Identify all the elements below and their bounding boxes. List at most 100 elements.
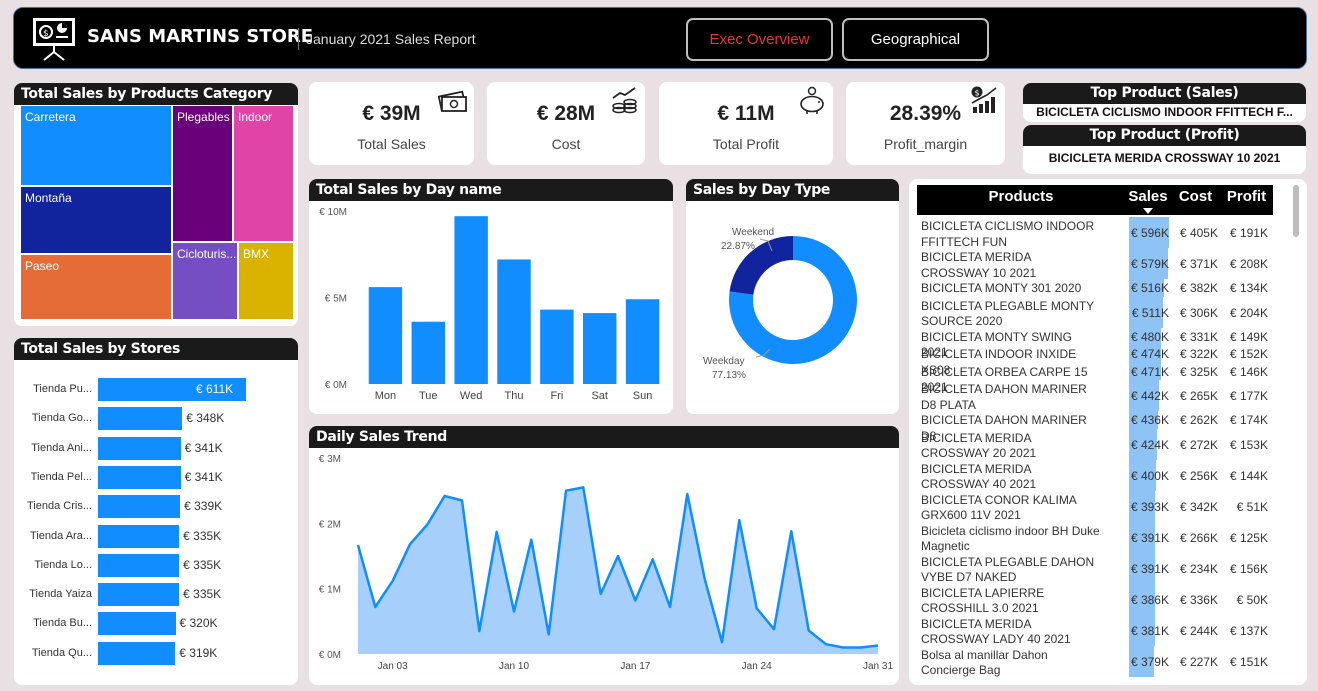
table-row[interactable]: BICICLETA MERIDA CROSSWAY LADY 40 2021 € …	[917, 614, 1273, 646]
donut-slice-weekday[interactable]	[729, 236, 857, 364]
treemap-tile-carretera[interactable]: Carretera	[20, 105, 172, 186]
cell-sales: € 391K	[1130, 561, 1169, 576]
table-row[interactable]: BICICLETA DAHON MARINER D8 PLATA € 442K € …	[917, 380, 1273, 412]
exec-overview-button[interactable]: Exec Overview	[686, 18, 833, 61]
col-header-profit[interactable]: Profit	[1220, 185, 1273, 215]
cell-cost: € 342K	[1179, 499, 1218, 514]
store-label: Tienda Qu...	[31, 646, 92, 659]
day-bar[interactable]	[625, 299, 660, 384]
store-bar[interactable]	[98, 612, 176, 636]
cell-sales: € 474K	[1130, 347, 1169, 361]
day-bar[interactable]	[583, 313, 617, 384]
cell-sales: € 400K	[1130, 468, 1169, 483]
treemap-label: Montaña	[25, 191, 72, 205]
y-tick-label: € 1M	[319, 585, 341, 596]
table-row[interactable]: BICICLETA DAHON MARINER D8 € 436K € 262K € …	[917, 411, 1273, 443]
day-bar[interactable]	[368, 287, 403, 384]
sales-databar	[1129, 362, 1161, 380]
x-tick-label: Tue	[419, 390, 438, 402]
treemap-plot: Carretera Montaña Paseo Plegables Indoor…	[20, 105, 294, 320]
col-header-cost[interactable]: Cost	[1171, 185, 1220, 215]
weekend-name-label: Weekend	[732, 227, 774, 238]
cell-product: BICICLETA DAHON MARINER D8 PLATA	[921, 382, 1087, 412]
stores-title: Total Sales by Stores	[14, 338, 298, 360]
cell-cost: € 325K	[1179, 364, 1218, 379]
cell-profit: € 146K	[1229, 364, 1268, 379]
store-bar[interactable]	[98, 524, 180, 548]
table-row[interactable]: BICICLETA PLEGABLE DAHON VYBE D7 NAKED € …	[917, 552, 1273, 584]
store-bar[interactable]	[98, 378, 246, 401]
table-scrollbar[interactable]	[1293, 185, 1299, 237]
cell-sales: € 379K	[1130, 654, 1169, 669]
treemap-tile-bmx[interactable]: BMX	[238, 242, 294, 320]
donut-slice-weekend[interactable]	[729, 236, 793, 295]
day-chart-title: Total Sales by Day name	[309, 179, 673, 201]
chart-growth-icon: $	[971, 86, 997, 113]
day-bar[interactable]	[411, 321, 445, 384]
store-bar[interactable]	[98, 641, 176, 665]
store-bar[interactable]	[98, 553, 180, 577]
kpi-label: Profit_margin	[883, 136, 968, 152]
x-tick-label: Jan 03	[378, 661, 408, 672]
cell-product: BICICLETA MONTY SWING 2021	[921, 329, 1072, 360]
cell-product: BICICLETA MONTY 301 2020	[921, 281, 1082, 295]
col-header-sales[interactable]: Sales	[1125, 185, 1171, 215]
kpi-card-total-sales: € 39M Total Sales	[309, 82, 474, 165]
table-row[interactable]: Bolsa al manillar Dahon Concierge Bag € 3…	[917, 645, 1273, 678]
category-treemap-card: Total Sales by Products Category Carrete…	[14, 83, 298, 326]
day-bar[interactable]	[540, 309, 574, 384]
table-row[interactable]: BICICLETA MERIDA CROSSWAY 10 2021 € 579K €…	[917, 248, 1273, 280]
store-value-label: € 319K	[179, 645, 218, 660]
geographical-button[interactable]: Geographical	[842, 18, 989, 61]
weekend-pct-label: 22.87%	[721, 241, 755, 252]
table-row[interactable]: BICICLETA MONTY SWING 2021 € 480K € 331K € …	[917, 327, 1273, 359]
cell-sales: € 516K	[1130, 281, 1169, 295]
table-row[interactable]: BICICLETA INDOOR INXIDE XS08 € 474K € 322K…	[917, 345, 1273, 377]
day-bar[interactable]	[497, 259, 531, 384]
treemap-tile-paseo[interactable]: Paseo	[20, 254, 172, 320]
top-product-sales-value: BICICLETA CICLISMO INDOOR FFITTECH F...	[1036, 105, 1293, 119]
kpi-card-profit-margin: $ 28.39% Profit_margin	[846, 82, 1005, 165]
cell-cost: € 265K	[1179, 389, 1218, 403]
cell-sales: € 386K	[1130, 592, 1169, 607]
x-tick-label: Wed	[460, 390, 482, 402]
cell-product: BICICLETA CICLISMO INDOOR FFITTECH FUN	[921, 219, 1095, 249]
store-title: SANS MARTINS STORE	[87, 26, 314, 47]
treemap-label: Plegables	[177, 110, 230, 124]
store-bar[interactable]	[98, 583, 180, 607]
treemap-tile-cicloturismo[interactable]: Cicloturis...	[172, 242, 238, 320]
sales-databar	[1129, 411, 1159, 429]
table-row[interactable]: BICICLETA PLEGABLE MONTY SOURCE 2020 € 51…	[917, 296, 1273, 328]
store-bar[interactable]	[98, 407, 183, 431]
weekend-leader-line	[759, 238, 773, 252]
store-label: Tienda Bu...	[33, 617, 92, 630]
kpi-label: Total Sales	[357, 136, 426, 152]
money-icon	[438, 90, 467, 112]
table-row[interactable]: BICICLETA MONTY 301 2020 € 516K € 382K € 13…	[917, 279, 1273, 297]
table-row[interactable]: BICICLETA LAPIERRE CROSSHILL 3.0 2021 € 3…	[917, 583, 1273, 615]
store-bar[interactable]	[98, 465, 181, 489]
table-row[interactable]: BICICLETA CONOR KALIMA GRX600 11V 2021 € …	[917, 490, 1273, 522]
svg-text:$: $	[975, 89, 980, 98]
store-bar[interactable]	[98, 495, 181, 519]
x-tick-label: Thu	[505, 390, 524, 402]
cell-product: Bolsa al manillar Dahon Concierge Bag	[921, 647, 1048, 678]
x-tick-label: Sat	[591, 390, 608, 402]
day-type-title: Sales by Day Type	[686, 179, 899, 201]
cell-profit: € 156K	[1229, 561, 1268, 576]
table-row[interactable]: BICICLETA ORBEA CARPE 15 2021 € 471K € 325…	[917, 362, 1273, 394]
cell-profit: € 177K	[1229, 389, 1268, 403]
col-header-products[interactable]: Products	[917, 185, 1125, 215]
table-row[interactable]: BICICLETA MERIDA CROSSWAY 40 2021 € 400K €…	[917, 459, 1273, 491]
treemap-tile-plegables[interactable]: Plegables	[172, 105, 233, 242]
day-bar[interactable]	[454, 216, 488, 384]
trend-line[interactable]	[356, 486, 879, 649]
table-row[interactable]: Bicicleta ciclismo indoor BH Duke Magnet…	[917, 521, 1273, 553]
table-row[interactable]: BICICLETA CICLISMO INDOOR FFITTECH FUN € …	[917, 217, 1273, 249]
cell-sales: € 436K	[1130, 413, 1169, 427]
treemap-tile-montana[interactable]: Montaña	[20, 186, 172, 254]
treemap-tile-indoor[interactable]: Indoor	[233, 105, 294, 242]
store-bar[interactable]	[98, 436, 181, 460]
trend-title: Daily Sales Trend	[309, 426, 899, 448]
table-row[interactable]: BICICLETA MERIDA CROSSWAY 20 2021 € 424K €…	[917, 428, 1273, 460]
